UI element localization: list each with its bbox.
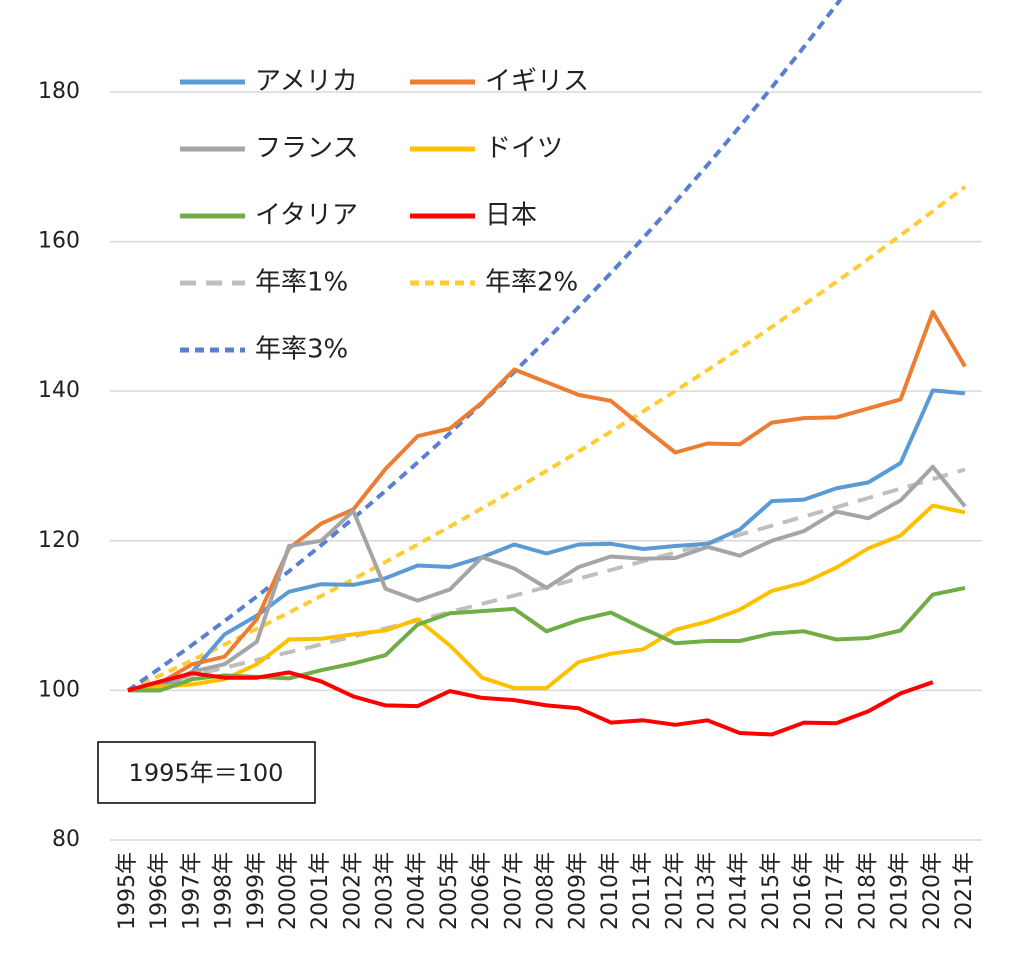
x-tick-label: 2013年 <box>694 852 719 930</box>
series-line <box>127 467 966 693</box>
y-tick-label: 80 <box>52 827 80 852</box>
x-tick-label: 2004年 <box>405 852 430 930</box>
x-tick-label: 2009年 <box>566 852 591 930</box>
x-tick-label: 1995年 <box>115 852 140 930</box>
x-tick-label: 1999年 <box>244 852 269 930</box>
legend-label: イギリス <box>485 67 589 97</box>
x-tick-label: 2000年 <box>276 852 301 930</box>
legend-label: イタリア <box>255 201 358 231</box>
x-tick-label: 2019年 <box>888 852 913 930</box>
legend-label: 日本 <box>485 201 537 231</box>
x-tick-label: 2011年 <box>630 852 655 930</box>
x-tick-label: 2010年 <box>598 852 623 930</box>
y-tick-label: 120 <box>38 528 80 553</box>
x-tick-label: 2015年 <box>759 852 784 930</box>
legend-label: 年率3% <box>255 335 348 365</box>
x-tick-label: 2001年 <box>308 852 333 930</box>
x-tick-label: 2021年 <box>952 852 977 930</box>
x-tick-label: 2006年 <box>469 852 494 930</box>
plot-area <box>126 0 967 737</box>
legend-label: ドイツ <box>485 134 563 164</box>
series-line <box>126 0 843 693</box>
series-line <box>127 503 966 693</box>
legend-label: アメリカ <box>255 67 358 97</box>
x-tick-label: 1997年 <box>179 852 204 930</box>
x-tick-label: 2014年 <box>727 852 752 930</box>
x-tick-label: 2007年 <box>501 852 526 930</box>
series-line <box>128 464 967 693</box>
annotation: 1995年＝100 <box>129 759 284 787</box>
x-tick-label: 2018年 <box>855 852 880 930</box>
x-tick-label: 2020年 <box>920 852 945 930</box>
y-tick-label: 100 <box>38 677 80 702</box>
series-line <box>128 585 966 693</box>
x-tick-label: 2012年 <box>662 852 687 930</box>
x-tick-label: 1996年 <box>147 852 172 930</box>
legend-label: 年率2% <box>485 268 578 298</box>
y-tick-label: 160 <box>38 229 80 254</box>
x-tick-label: 2016年 <box>791 852 816 930</box>
series-line <box>127 670 934 737</box>
x-tick-label: 2005年 <box>437 852 462 930</box>
legend-label: フランス <box>255 134 358 164</box>
y-tick-label: 180 <box>38 79 80 104</box>
x-tick-label: 2017年 <box>823 852 848 930</box>
y-tick-label: 140 <box>38 378 80 403</box>
series-line <box>127 309 967 693</box>
annotation-box <box>97 741 316 804</box>
x-tick-label: 2008年 <box>534 852 559 930</box>
x-tick-label: 2002年 <box>340 852 365 930</box>
x-tick-label: 1998年 <box>212 852 237 930</box>
legend-label: 年率1% <box>255 268 348 298</box>
series-line <box>127 185 967 693</box>
x-tick-label: 2003年 <box>373 852 398 930</box>
